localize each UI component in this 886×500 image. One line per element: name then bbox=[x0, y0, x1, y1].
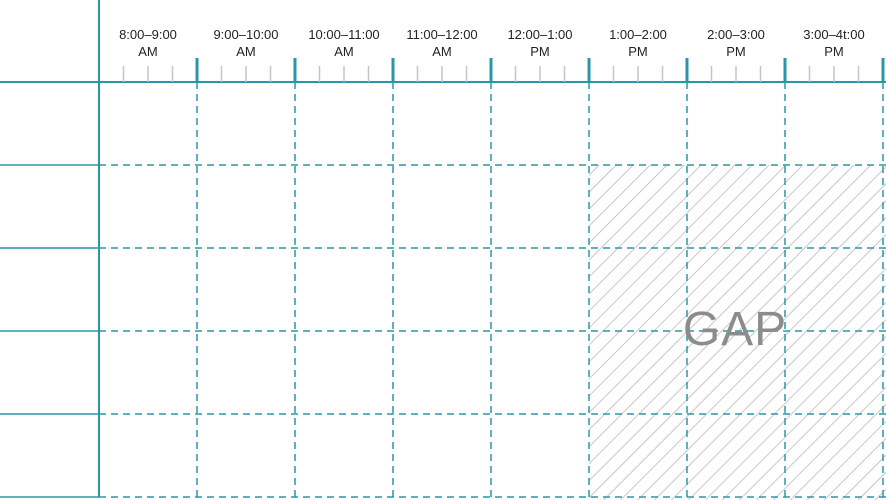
gap-hatched-area bbox=[589, 165, 886, 500]
time-slot-header: 2:00–3:00 PM bbox=[687, 26, 785, 60]
time-slot-range: 8:00–9:00 bbox=[119, 27, 177, 42]
gap-label: GAP bbox=[682, 303, 788, 356]
time-slot-range: 3:00–4t:00 bbox=[803, 27, 865, 42]
time-slot-header: 8:00–9:00 AM bbox=[99, 26, 197, 60]
time-slot-period: AM bbox=[334, 44, 354, 59]
time-slot-range: 10:00–11:00 bbox=[308, 27, 380, 42]
time-slot-header: 1:00–2:00 PM bbox=[589, 26, 687, 60]
time-slot-period: AM bbox=[236, 44, 256, 59]
time-slot-header: 9:00–10:00 AM bbox=[197, 26, 295, 60]
time-slot-range: 9:00–10:00 bbox=[213, 27, 279, 42]
time-slot-header: 12:00–1:00 PM bbox=[491, 26, 589, 60]
time-slot-period: PM bbox=[530, 44, 550, 59]
time-slot-period: AM bbox=[432, 44, 452, 59]
time-slot-period: PM bbox=[726, 44, 746, 59]
time-slot-header: 11:00–12:00 AM bbox=[393, 26, 491, 60]
time-slot-range: 1:00–2:00 bbox=[609, 27, 667, 42]
time-slot-range: 11:00–12:00 bbox=[406, 27, 478, 42]
time-slot-period: PM bbox=[628, 44, 648, 59]
time-slot-period: AM bbox=[138, 44, 158, 59]
time-slot-range: 2:00–3:00 bbox=[707, 27, 765, 42]
time-slot-period: PM bbox=[824, 44, 844, 59]
time-slot-header: 10:00–11:00 AM bbox=[295, 26, 393, 60]
time-slot-range: 12:00–1:00 bbox=[507, 27, 573, 42]
time-slot-header: 3:00–4t:00 PM bbox=[785, 26, 883, 60]
